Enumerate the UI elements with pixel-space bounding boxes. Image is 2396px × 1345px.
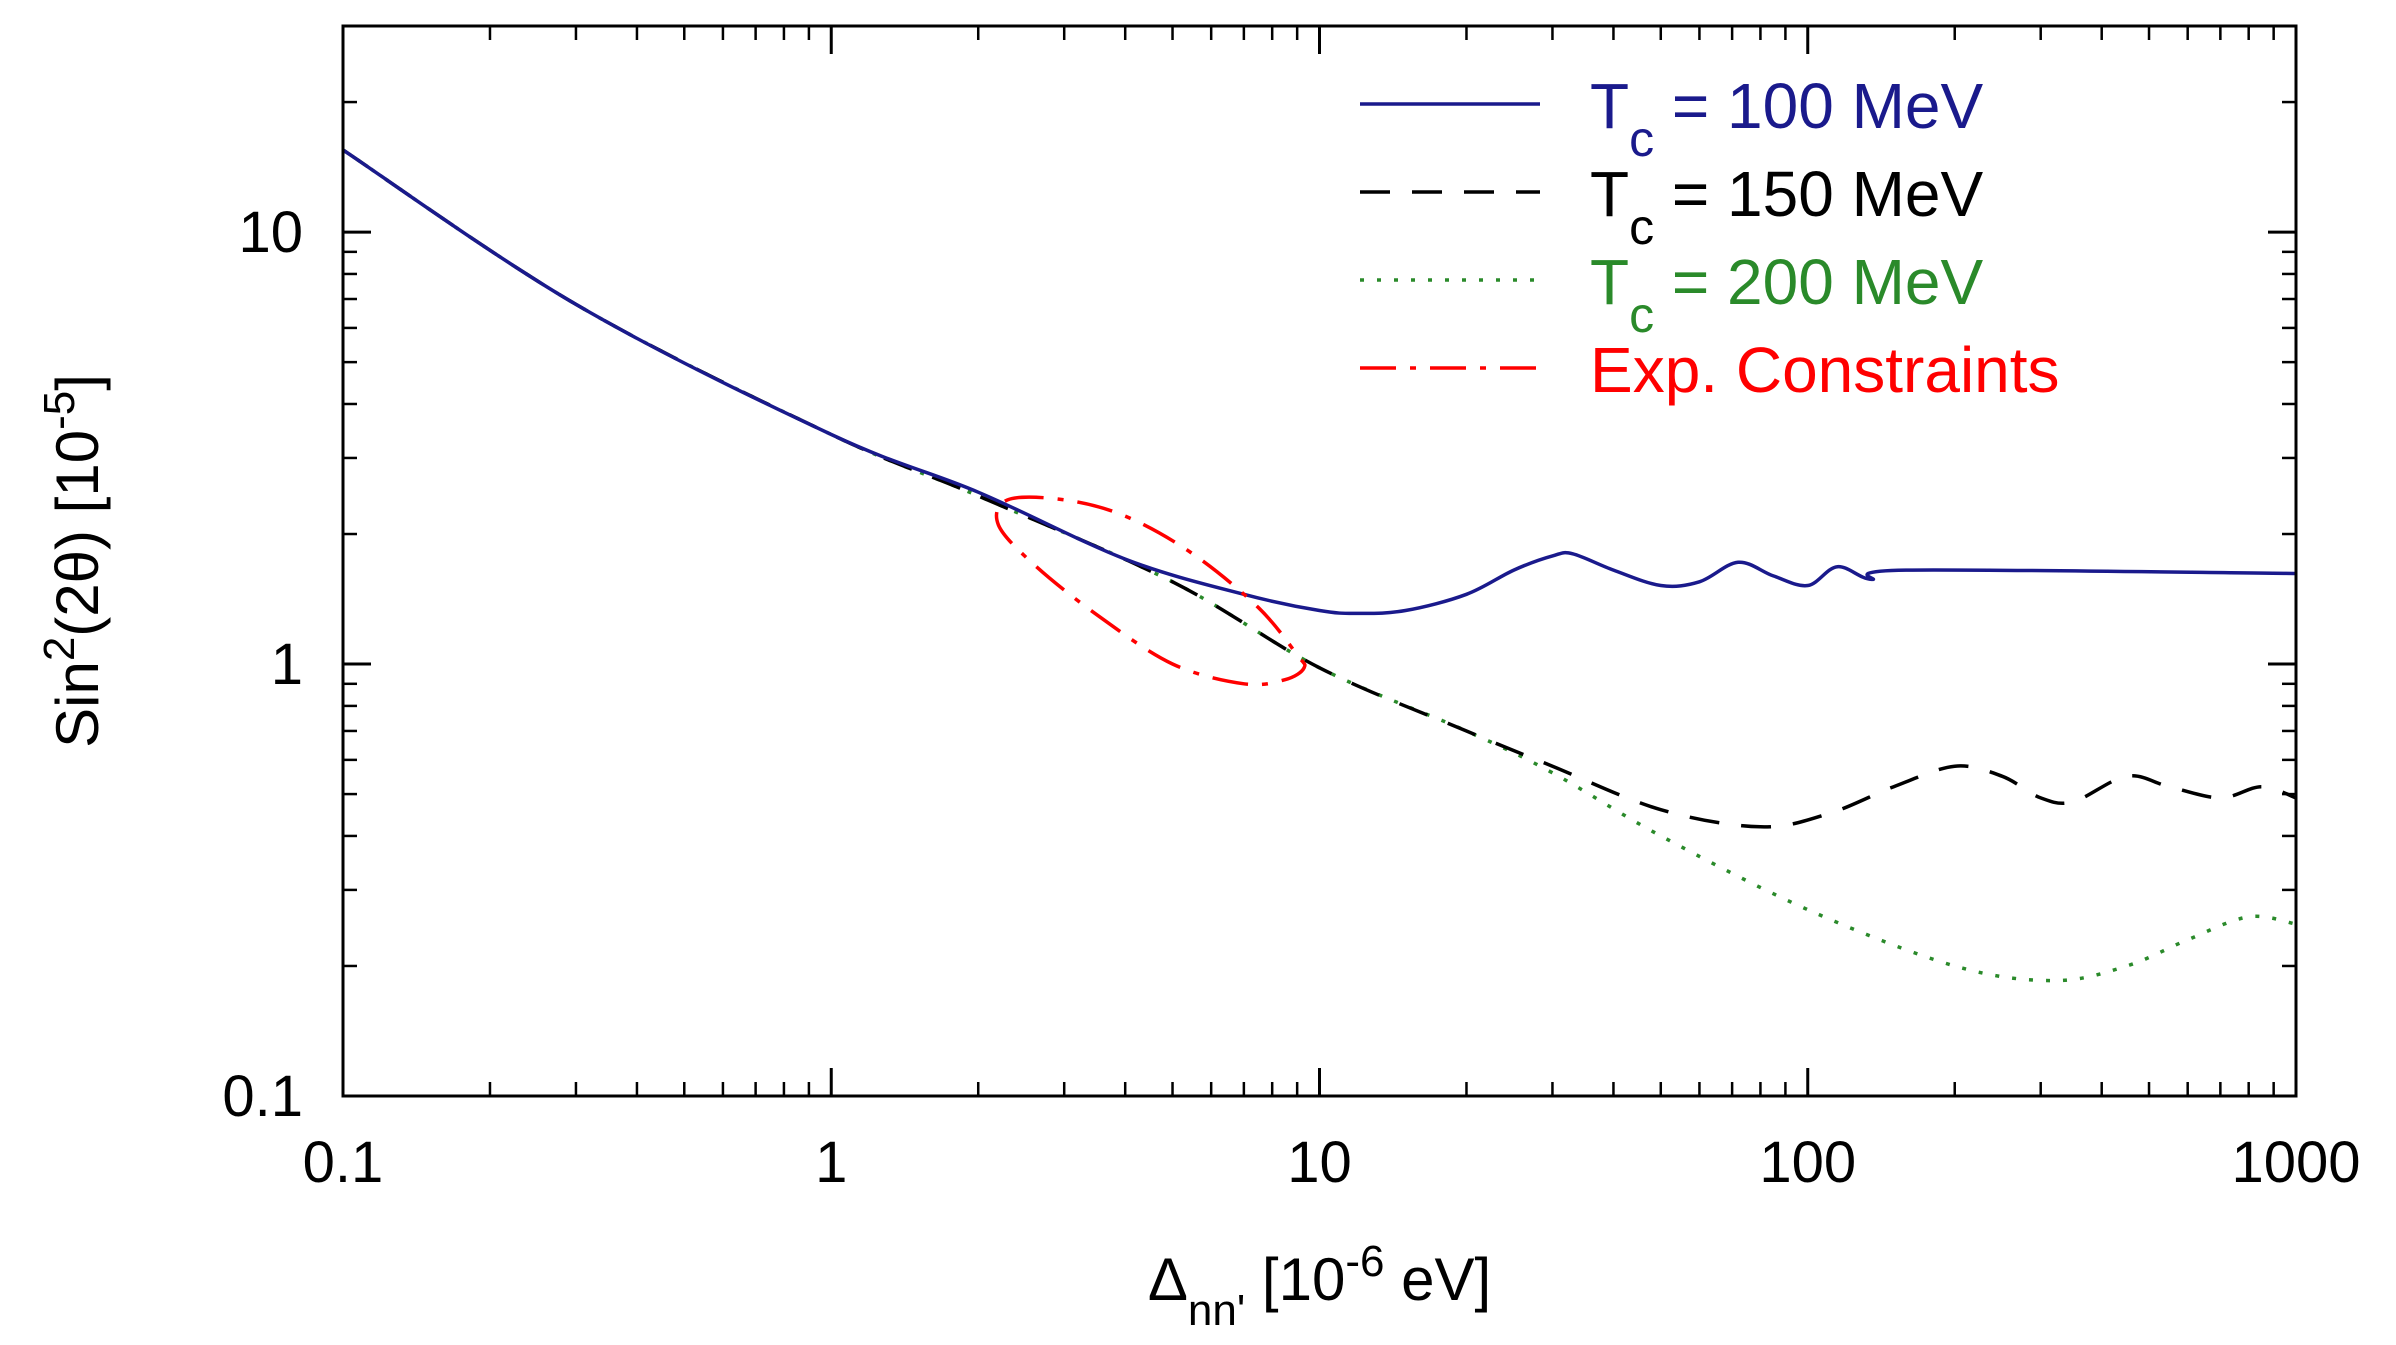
y-label-mid: (2θ) [10 <box>44 430 111 637</box>
plot-frame <box>341 24 2298 1098</box>
legend-label: Tc = 100 MeV <box>1590 70 1984 167</box>
x-label-base: Δ <box>1148 1246 1188 1313</box>
series-line-tc-100 <box>342 148 2297 616</box>
y-label-post: ] <box>44 374 111 391</box>
legend-item-tc-150: Tc = 150 MeV <box>1360 158 1984 255</box>
x-tick-label: 100 <box>1759 1130 1856 1195</box>
series-line-tc-200 <box>342 148 2297 983</box>
legend-item-tc-100: Tc = 100 MeV <box>1360 70 1984 167</box>
legend-item-tc-200: Tc = 200 MeV <box>1360 246 1984 343</box>
x-label-post: eV] <box>1384 1246 1491 1313</box>
y-label-sup1: 2 <box>35 637 84 661</box>
x-tick-label: 0.1 <box>303 1130 384 1195</box>
series-line-tc-150 <box>342 148 2297 829</box>
y-tick-label: 0.1 <box>222 1064 303 1129</box>
minor-ticks <box>343 26 2296 1096</box>
x-label-sup: -6 <box>1345 1237 1384 1286</box>
x-tick-label: 10 <box>1287 1130 1352 1195</box>
legend-item-exp-constraints: Exp. Constraints <box>1360 334 2060 406</box>
constraint-ellipse <box>994 495 1307 687</box>
legend-label: Tc = 150 MeV <box>1590 158 1984 255</box>
y-tick-label: 10 <box>238 200 303 265</box>
legend-label: Tc = 200 MeV <box>1590 246 1984 343</box>
y-label-pre: Sin <box>44 661 111 748</box>
series-layer <box>342 148 2297 983</box>
y-label-sup2: -5 <box>35 391 84 430</box>
y-tick-label: 1 <box>271 632 303 697</box>
x-tick-label: 1 <box>815 1130 847 1195</box>
x-axis-label: Δnn' [10-6 eV] <box>1148 1237 1491 1335</box>
y-axis-label: Sin2(2θ) [10-5] <box>35 374 112 748</box>
x-tick-label: 1000 <box>2231 1130 2360 1195</box>
x-label-pre: [10 <box>1245 1246 1345 1313</box>
major-ticks <box>341 26 2298 1098</box>
tick-labels: 0.1 1 10 100 1000 0.1 1 10 <box>222 200 2360 1195</box>
x-label-sub: nn' <box>1188 1286 1245 1335</box>
legend-label: Exp. Constraints <box>1590 334 2060 406</box>
